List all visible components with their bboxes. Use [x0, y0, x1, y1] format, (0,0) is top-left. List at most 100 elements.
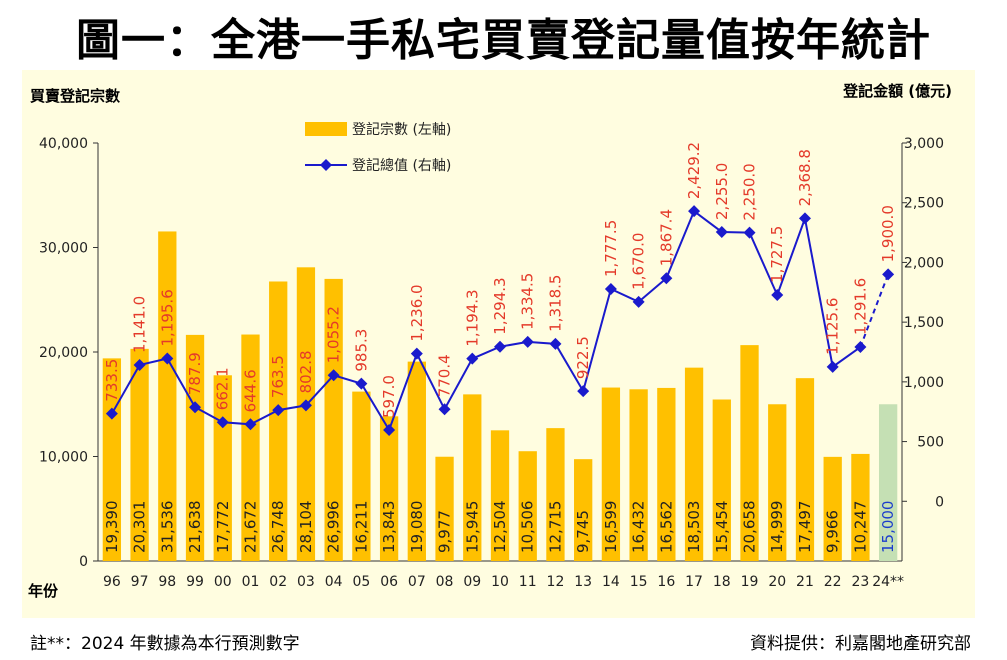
- line-point: [438, 403, 451, 416]
- bar: [158, 231, 177, 562]
- left-tick-label: 10,000: [39, 450, 88, 466]
- bar: [296, 267, 316, 561]
- bar-value-label: 16,211: [352, 501, 370, 554]
- bar: [657, 387, 676, 561]
- bar-value-label: 18,503: [685, 501, 703, 554]
- x-tick-label: 21: [796, 574, 814, 590]
- line-point: [383, 423, 396, 436]
- line-point: [272, 404, 285, 417]
- bar-value-label: 21,638: [186, 501, 204, 554]
- right-tick-label: 1,500: [904, 315, 944, 331]
- x-tick-label: 24**: [872, 574, 904, 590]
- legend-bar-label: 登記宗數 (左軸): [352, 121, 451, 138]
- bar: [102, 358, 122, 561]
- bar: [823, 456, 842, 561]
- line-value-label: 1,125.6: [824, 298, 842, 355]
- forecast-line-segment: [859, 274, 890, 348]
- x-tick-label: 09: [463, 574, 481, 590]
- bar: [684, 367, 704, 561]
- bar: [241, 334, 260, 561]
- line-value-label: 2,429.2: [685, 142, 703, 199]
- bar: [463, 394, 482, 561]
- bar: [490, 430, 510, 561]
- line-value-label: 597.0: [380, 375, 398, 418]
- line-value-label: 1,194.3: [463, 289, 481, 346]
- x-tick-label: 18: [713, 574, 731, 590]
- x-tick-label: 12: [547, 574, 565, 590]
- bar-value-label: 10,506: [519, 501, 537, 554]
- line-point: [355, 377, 368, 390]
- line-point: [244, 418, 257, 431]
- line-value-label: 787.9: [186, 352, 204, 395]
- bar-value-label: 14,999: [768, 501, 786, 554]
- bar: [574, 459, 593, 561]
- line-value-label: 1,291.6: [851, 278, 869, 335]
- x-tick-label: 17: [685, 574, 703, 590]
- line-point: [410, 347, 423, 360]
- x-tick-label: 19: [741, 574, 759, 590]
- bar-value-label: 9,977: [436, 510, 454, 553]
- right-axis-title: 登記金額 (億元): [842, 82, 952, 100]
- right-tick-label: 500: [917, 435, 944, 451]
- line-value-label: 1,670.0: [630, 233, 648, 290]
- x-tick-label: 98: [158, 574, 176, 590]
- line-point: [189, 401, 202, 414]
- bar: [795, 378, 815, 561]
- x-tick-label: 04: [325, 574, 343, 590]
- line-point: [882, 268, 895, 281]
- bar-value-label: 28,104: [297, 501, 315, 554]
- x-tick-label: 08: [436, 574, 454, 590]
- left-tick-label: 20,000: [39, 345, 88, 361]
- bar-value-label: 21,672: [241, 501, 259, 554]
- bar: [130, 348, 149, 561]
- line-value-label: 802.8: [297, 350, 315, 393]
- x-tick-label: 96: [103, 574, 121, 590]
- line-point: [854, 341, 867, 354]
- line-point: [771, 288, 784, 301]
- bar-value-label: 9,966: [824, 510, 842, 553]
- line-point: [577, 385, 590, 398]
- right-tick-label: 2,000: [904, 255, 944, 271]
- line-point: [798, 212, 811, 225]
- bar-value-label: 17,772: [214, 501, 232, 554]
- right-tick-label: 3,000: [904, 136, 944, 152]
- x-tick-label: 16: [657, 574, 675, 590]
- bar: [379, 416, 399, 561]
- line-point: [105, 407, 118, 420]
- bar-value-label: 31,536: [158, 501, 176, 554]
- line-point: [743, 226, 756, 239]
- line-point: [660, 272, 673, 285]
- bar: [740, 345, 759, 561]
- line-point: [604, 283, 617, 296]
- line-value-label: 2,255.0: [713, 163, 731, 220]
- bar-value-label: 12,504: [491, 501, 509, 554]
- bar: [629, 389, 648, 561]
- line-value-label: 1,236.0: [408, 284, 426, 341]
- line-value-label: 1,055.2: [325, 306, 343, 363]
- line-value-label: 770.4: [436, 354, 454, 397]
- bar-value-label: 19,390: [103, 501, 121, 554]
- line-value-label: 1,294.3: [491, 277, 509, 334]
- left-tick-label: 40,000: [39, 136, 88, 152]
- line-value-label: 733.5: [103, 359, 121, 402]
- bar-value-label: 16,599: [602, 501, 620, 554]
- line-point: [216, 416, 229, 429]
- bar: [407, 361, 426, 561]
- line-value-label: 2,368.8: [796, 149, 814, 206]
- x-axis-title: 年份: [28, 582, 59, 600]
- bar-value-label: 20,658: [741, 501, 759, 554]
- line-value-label: 1,141.0: [131, 296, 149, 353]
- x-tick-label: 03: [297, 574, 315, 590]
- bar: [851, 453, 870, 561]
- x-tick-label: 00: [214, 574, 232, 590]
- bar-value-label: 19,080: [408, 501, 426, 554]
- line-point: [549, 337, 562, 350]
- bar-value-label: 26,748: [269, 501, 287, 554]
- bar-value-label: 26,996: [325, 501, 343, 554]
- bar: [352, 391, 371, 561]
- legend-line-label: 登記總值 (右軸): [352, 157, 451, 174]
- bar: [768, 404, 787, 561]
- bar: [185, 334, 205, 561]
- right-tick-label: 2,500: [904, 196, 944, 212]
